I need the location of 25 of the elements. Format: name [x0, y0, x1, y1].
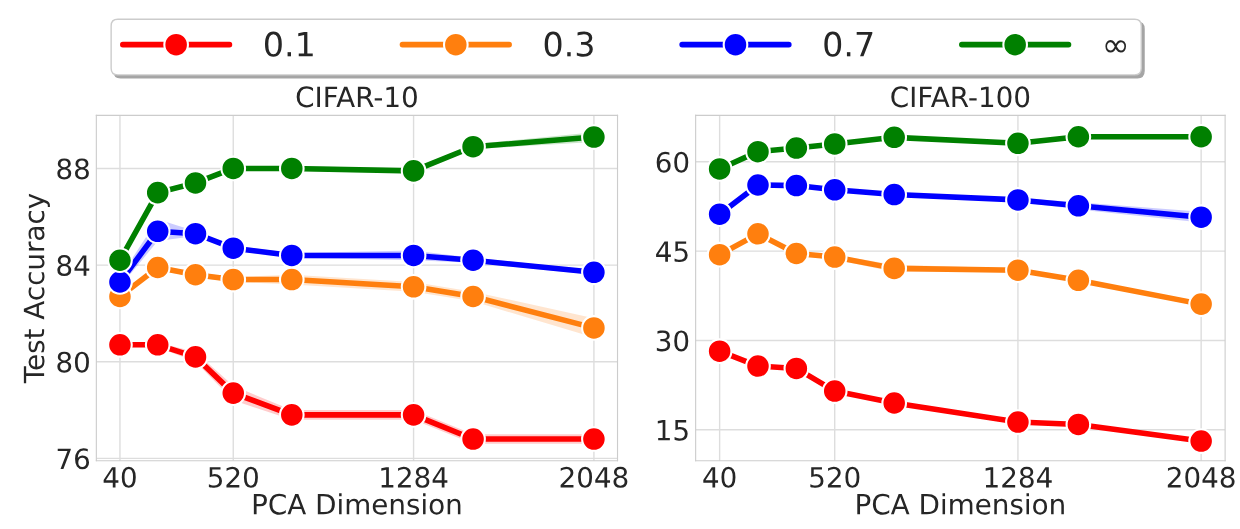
legend-label: ∞ [1105, 40, 1127, 53]
legend-label: 0.3 [544, 31, 593, 57]
y-tick-label: 60 [656, 151, 689, 173]
x-tick-label: 40 [103, 466, 136, 488]
y-axis-title: Test Accuracy [23, 193, 50, 384]
x-tick-label: 520 [208, 466, 258, 488]
x-tick-label: 2048 [1167, 466, 1235, 488]
y-tick-label: 45 [656, 241, 688, 263]
y-tick-label: 30 [656, 330, 689, 352]
chart-title: CIFAR-100 [891, 86, 1030, 108]
x-axis-title: PCA Dimension [253, 493, 461, 515]
x-axis-title: PCA Dimension [857, 493, 1064, 515]
x-tick-label: 40 [703, 466, 736, 488]
y-tick-label: 76 [57, 448, 90, 470]
x-tick-label: 520 [810, 466, 860, 488]
y-tick-label: 80 [57, 351, 89, 373]
x-tick-label: 1284 [381, 466, 448, 488]
x-tick-label: 1284 [985, 466, 1052, 488]
y-tick-label: 15 [657, 420, 688, 441]
legend-label: 0.1 [265, 31, 313, 57]
chart-title: CIFAR-10 [296, 86, 417, 108]
y-tick-label: 88 [57, 158, 89, 180]
y-tick-label: 84 [57, 255, 90, 277]
legend-label: 0.7 [824, 31, 873, 57]
x-tick-label: 2048 [560, 466, 628, 488]
